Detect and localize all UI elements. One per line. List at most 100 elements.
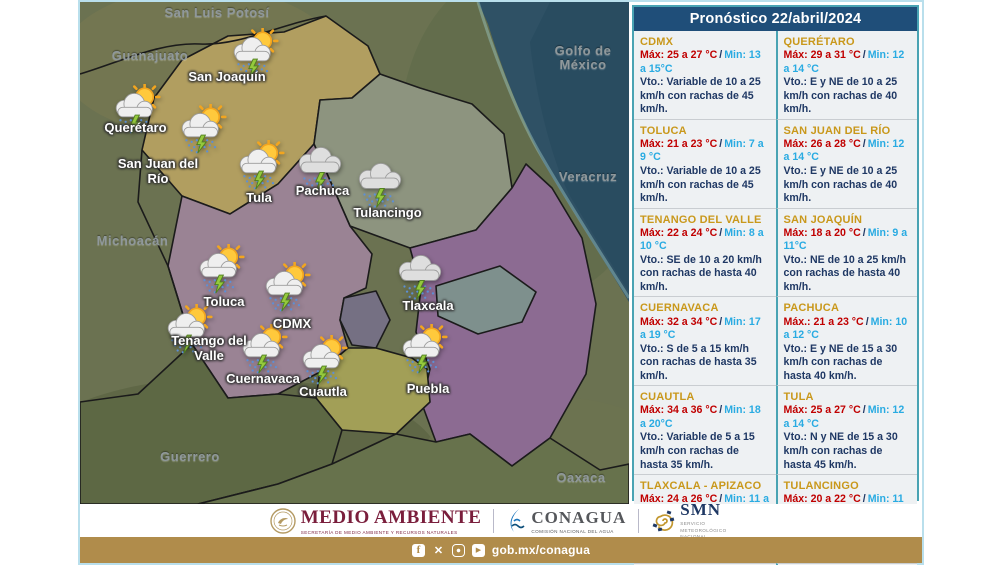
forecast-cell-empty [775,563,917,565]
forecast-cell-cuautla: CUAUTLA Máx: 34 a 36 °C / Min: 18 a 20°C V… [634,386,776,476]
temp-separator: / [862,226,866,239]
youtube-icon[interactable] [471,543,485,557]
wind-info: Vto.: SE de 10 a 20 km/h con rachas de h… [640,253,762,293]
forecast-cell-san-juan-del-rio: SAN JUAN DEL RÍO Máx: 26 a 28 °C / Min: 12… [775,119,917,209]
forecast-cell-tenango-del-valle: TENANGO DEL VALLE Máx: 22 a 24 °C / Min: 8… [634,208,776,298]
temp-separator: / [862,137,866,150]
temp-min: Min: 18 a 20°C [640,404,761,430]
city-name: TLAXCALA - APIZACO [640,480,762,493]
wind-info: Vto.: NE de 10 a 25 km/h con rachas de h… [783,253,906,293]
temp-separator: / [865,315,869,328]
region-label-golfo-de-mexico: Golfo de México [554,43,612,73]
forecast-cell-cuernavaca: CUERNAVACA Máx: 32 a 34 °C / Min: 17 a 19 … [634,297,776,387]
region-label-guerrero: Guerrero [160,449,220,464]
wind-info: Vto.: N y NE de 15 a 30 km/h con rachas … [783,431,898,471]
smn-logo: SMN SERVICIO METEOROLÓGICO NACIONAL [651,500,732,540]
region-label-guanajuato: Guanajuato [111,48,189,63]
temp-separator: / [719,226,723,239]
temp-separator: / [719,49,723,62]
smn-spiral-icon [652,509,675,531]
city-name: TOLUCA [640,124,687,137]
city-label-toluca: Toluca [203,294,245,309]
forecast-cell-queretaro: QUERÉTARO Máx: 29 a 31 °C / Min: 12 a 14 °… [775,31,917,120]
facebook-icon[interactable] [411,543,425,557]
region-label-michoacan: Michoacán [96,233,169,248]
sun-storm-icon [232,140,288,190]
weather-map: San Luis Potosí Guanajuato Golfo de Méxi… [80,2,629,504]
city-name: TULANCINGO [783,480,859,493]
temp-max: Máx: 20 a 22 °C [783,493,861,506]
wind-info: Vto.: Variable de 10 a 25 km/h con racha… [640,76,761,116]
temp-max: Máx: 32 a 34 °C [640,315,718,328]
forecast-cell-pachuca: PACHUCA Máx.: 21 a 23 °C / Min: 10 a 12 °C… [775,297,917,387]
footer-gold-bar: gob.mx/conagua [80,537,922,563]
storm-icon [392,252,448,302]
forecast-cell-puebla: PUEBLA Máx: 25 a 27 °C/Min: 12 a 14 °C V… [634,563,776,565]
wind-info: Vto.: E y NE de 10 a 25 km/h con rachas … [783,76,898,116]
temp-max: Máx: 25 a 27 °C [640,49,718,62]
government-seal-icon [270,507,296,534]
temp-separator: / [719,493,723,506]
conagua-subtitle: COMISIÓN NACIONAL DEL AGUA [531,528,614,534]
conagua-water-icon [510,508,525,532]
conagua-logo: CONAGUA COMISIÓN NACIONAL DEL AGUA [506,508,626,534]
city-label-pachuca: Pachuca [295,183,350,198]
wind-info: Vto.: Variable de 10 a 25 km/h con racha… [640,164,761,205]
forecast-cell-san-joaquin: SAN JOAQUÍN Máx: 18 a 20 °C / Min: 9 a 11°… [775,208,917,298]
smn-title: SMN [680,500,722,520]
temp-min: Min: 12 a 14 °C [783,404,905,430]
sun-storm-icon [395,324,451,374]
medio-ambiente-subtitle: SECRETARÍA DE MEDIO AMBIENTE Y RECURSOS … [300,529,458,535]
region-label-san-luis-potosi: San Luis Potosí [164,5,270,20]
footer-divider [493,508,495,533]
forecast-title: Pronóstico 22/abril/2024 [634,7,917,31]
city-label-tlaxcala: Tlaxcala [402,298,454,313]
temp-separator: / [719,404,723,417]
infographic-frame: San Luis Potosí Guanajuato Golfo de Méxi… [78,0,924,565]
city-label-cdmx: CDMX [272,316,312,331]
city-name: QUERÉTARO [783,36,855,48]
city-label-cuautla: Cuautla [299,384,347,399]
temp-separator: / [862,49,866,62]
forecast-panel: Pronóstico 22/abril/2024 CDMX Máx: 25 a … [629,2,922,565]
map-terrain [80,2,629,504]
city-label-san-joaquin: San Joaquín [188,69,266,84]
instagram-icon[interactable] [451,543,465,557]
temp-separator: / [862,404,866,417]
temp-min: Min: 17 a 19 °C [640,315,761,342]
city-name: CUAUTLA [640,391,695,404]
forecast-table: Pronóstico 22/abril/2024 CDMX Máx: 25 a … [632,5,919,565]
temp-min: Min: 9 a 11°C [783,226,908,253]
city-label-tulancingo: Tulancingo [353,205,422,220]
region-label-oaxaca: Oaxaca [556,470,606,485]
temp-min: Min: 8 a 10 °C [640,226,764,253]
temp-separator: / [719,137,723,150]
city-name: SAN JUAN DEL RÍO [783,124,891,137]
temp-min: Min: 10 a 12 °C [783,315,908,342]
temp-max: Máx: 34 a 36 °C [640,404,718,417]
city-name: SAN JOAQUÍN [783,213,863,226]
forecast-cell-cdmx: CDMX Máx: 25 a 27 °C / Min: 13 a 15°C Vto.… [634,31,776,120]
temp-min: Min: 12 a 14 °C [783,137,905,164]
city-label-tula: Tula [246,190,272,205]
temp-max: Máx: 22 a 24 °C [640,226,718,239]
city-name: TULA [783,391,814,404]
temp-separator: / [862,493,866,506]
temp-separator: / [719,315,723,328]
city-name: CUERNAVACA [640,302,719,315]
footer-divider [638,508,640,533]
medio-ambiente-logo: MEDIO AMBIENTE SECRETARÍA DE MEDIO AMBIE… [270,507,482,535]
temp-max: Máx: 29 a 31 °C [783,49,861,62]
gob-mx-conagua-link[interactable]: gob.mx/conagua [491,543,591,557]
city-name: PACHUCA [783,302,840,315]
sun-storm-icon [174,104,230,154]
city-label-tenango-del-valle: Tenango del Valle [171,333,247,363]
temp-min: Min: 12 a 14 °C [783,49,905,75]
wind-info: Vto.: S de 5 a 15 km/h con rachas de has… [640,342,757,382]
temp-max: Máx: 26 a 28 °C [783,137,861,150]
city-label-puebla: Puebla [406,381,450,396]
wind-info: Vto.: E y NE de 15 a 30 km/h con rachas … [783,342,898,382]
x-twitter-icon[interactable] [432,544,445,557]
city-label-queretaro: Querétaro [104,120,167,135]
